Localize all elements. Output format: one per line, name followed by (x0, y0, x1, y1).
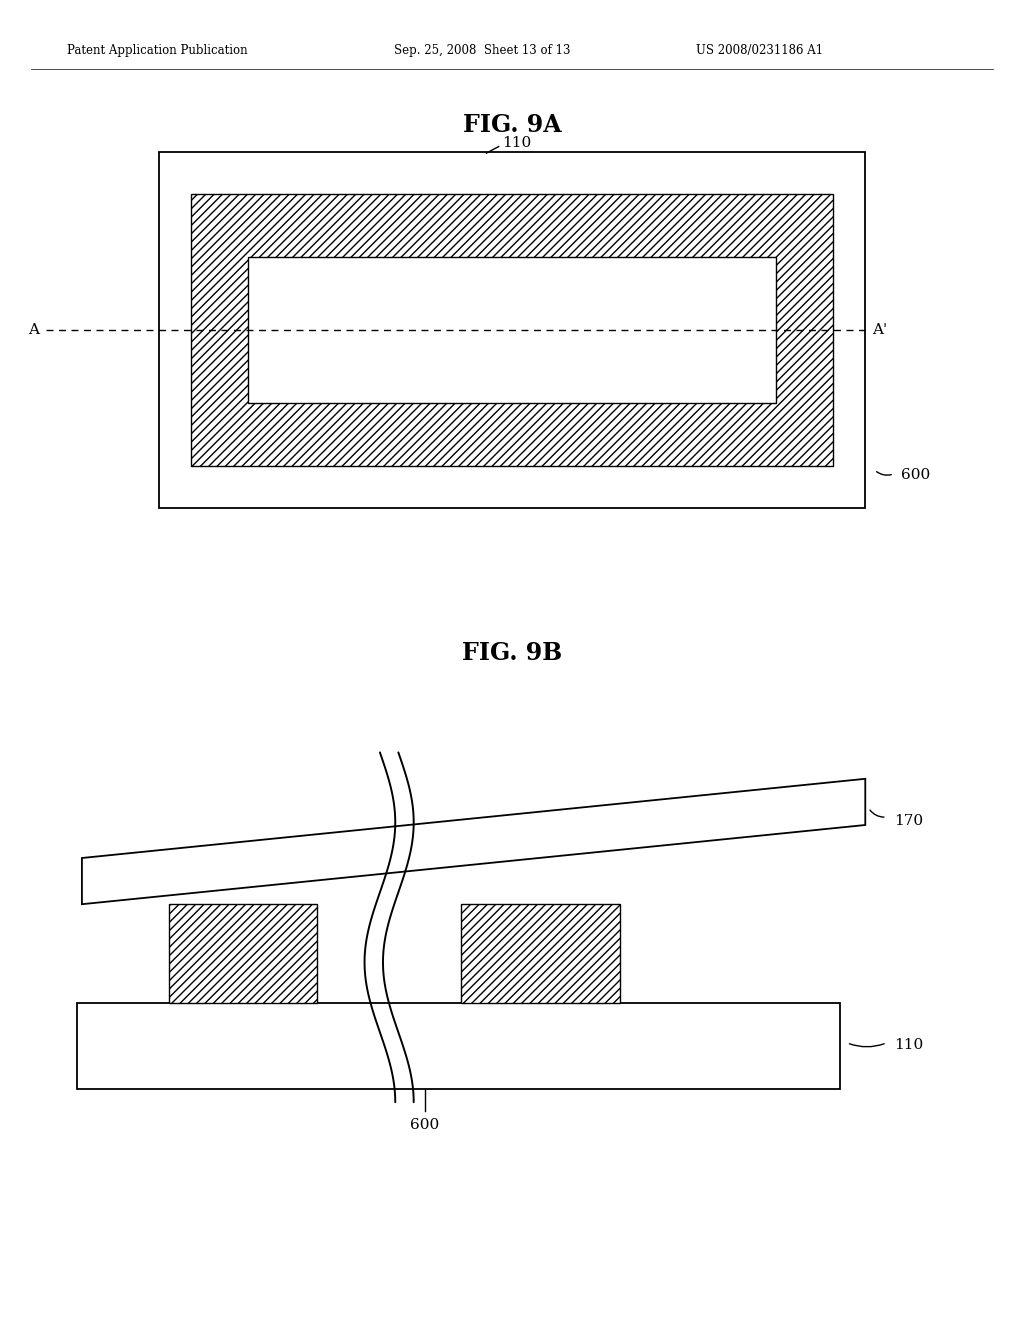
Text: 170: 170 (894, 814, 923, 828)
Bar (461, 904, 620, 1003)
Text: 110: 110 (894, 1039, 924, 1052)
Text: US 2008/0231186 A1: US 2008/0231186 A1 (696, 44, 823, 57)
Text: A: A (28, 323, 39, 337)
Bar (169, 904, 317, 1003)
Bar (248, 257, 776, 403)
Text: 600: 600 (901, 469, 931, 482)
Text: 600: 600 (411, 1118, 439, 1131)
Text: FIG. 9B: FIG. 9B (462, 642, 562, 665)
Text: Patent Application Publication: Patent Application Publication (67, 44, 247, 57)
Text: Sep. 25, 2008  Sheet 13 of 13: Sep. 25, 2008 Sheet 13 of 13 (394, 44, 570, 57)
Text: FIG. 9A: FIG. 9A (463, 114, 561, 137)
Bar (191, 194, 833, 466)
Text: A': A' (872, 323, 888, 337)
Bar (159, 152, 865, 508)
Polygon shape (82, 779, 865, 904)
Bar (77, 1003, 840, 1089)
Text: 110: 110 (503, 136, 531, 150)
